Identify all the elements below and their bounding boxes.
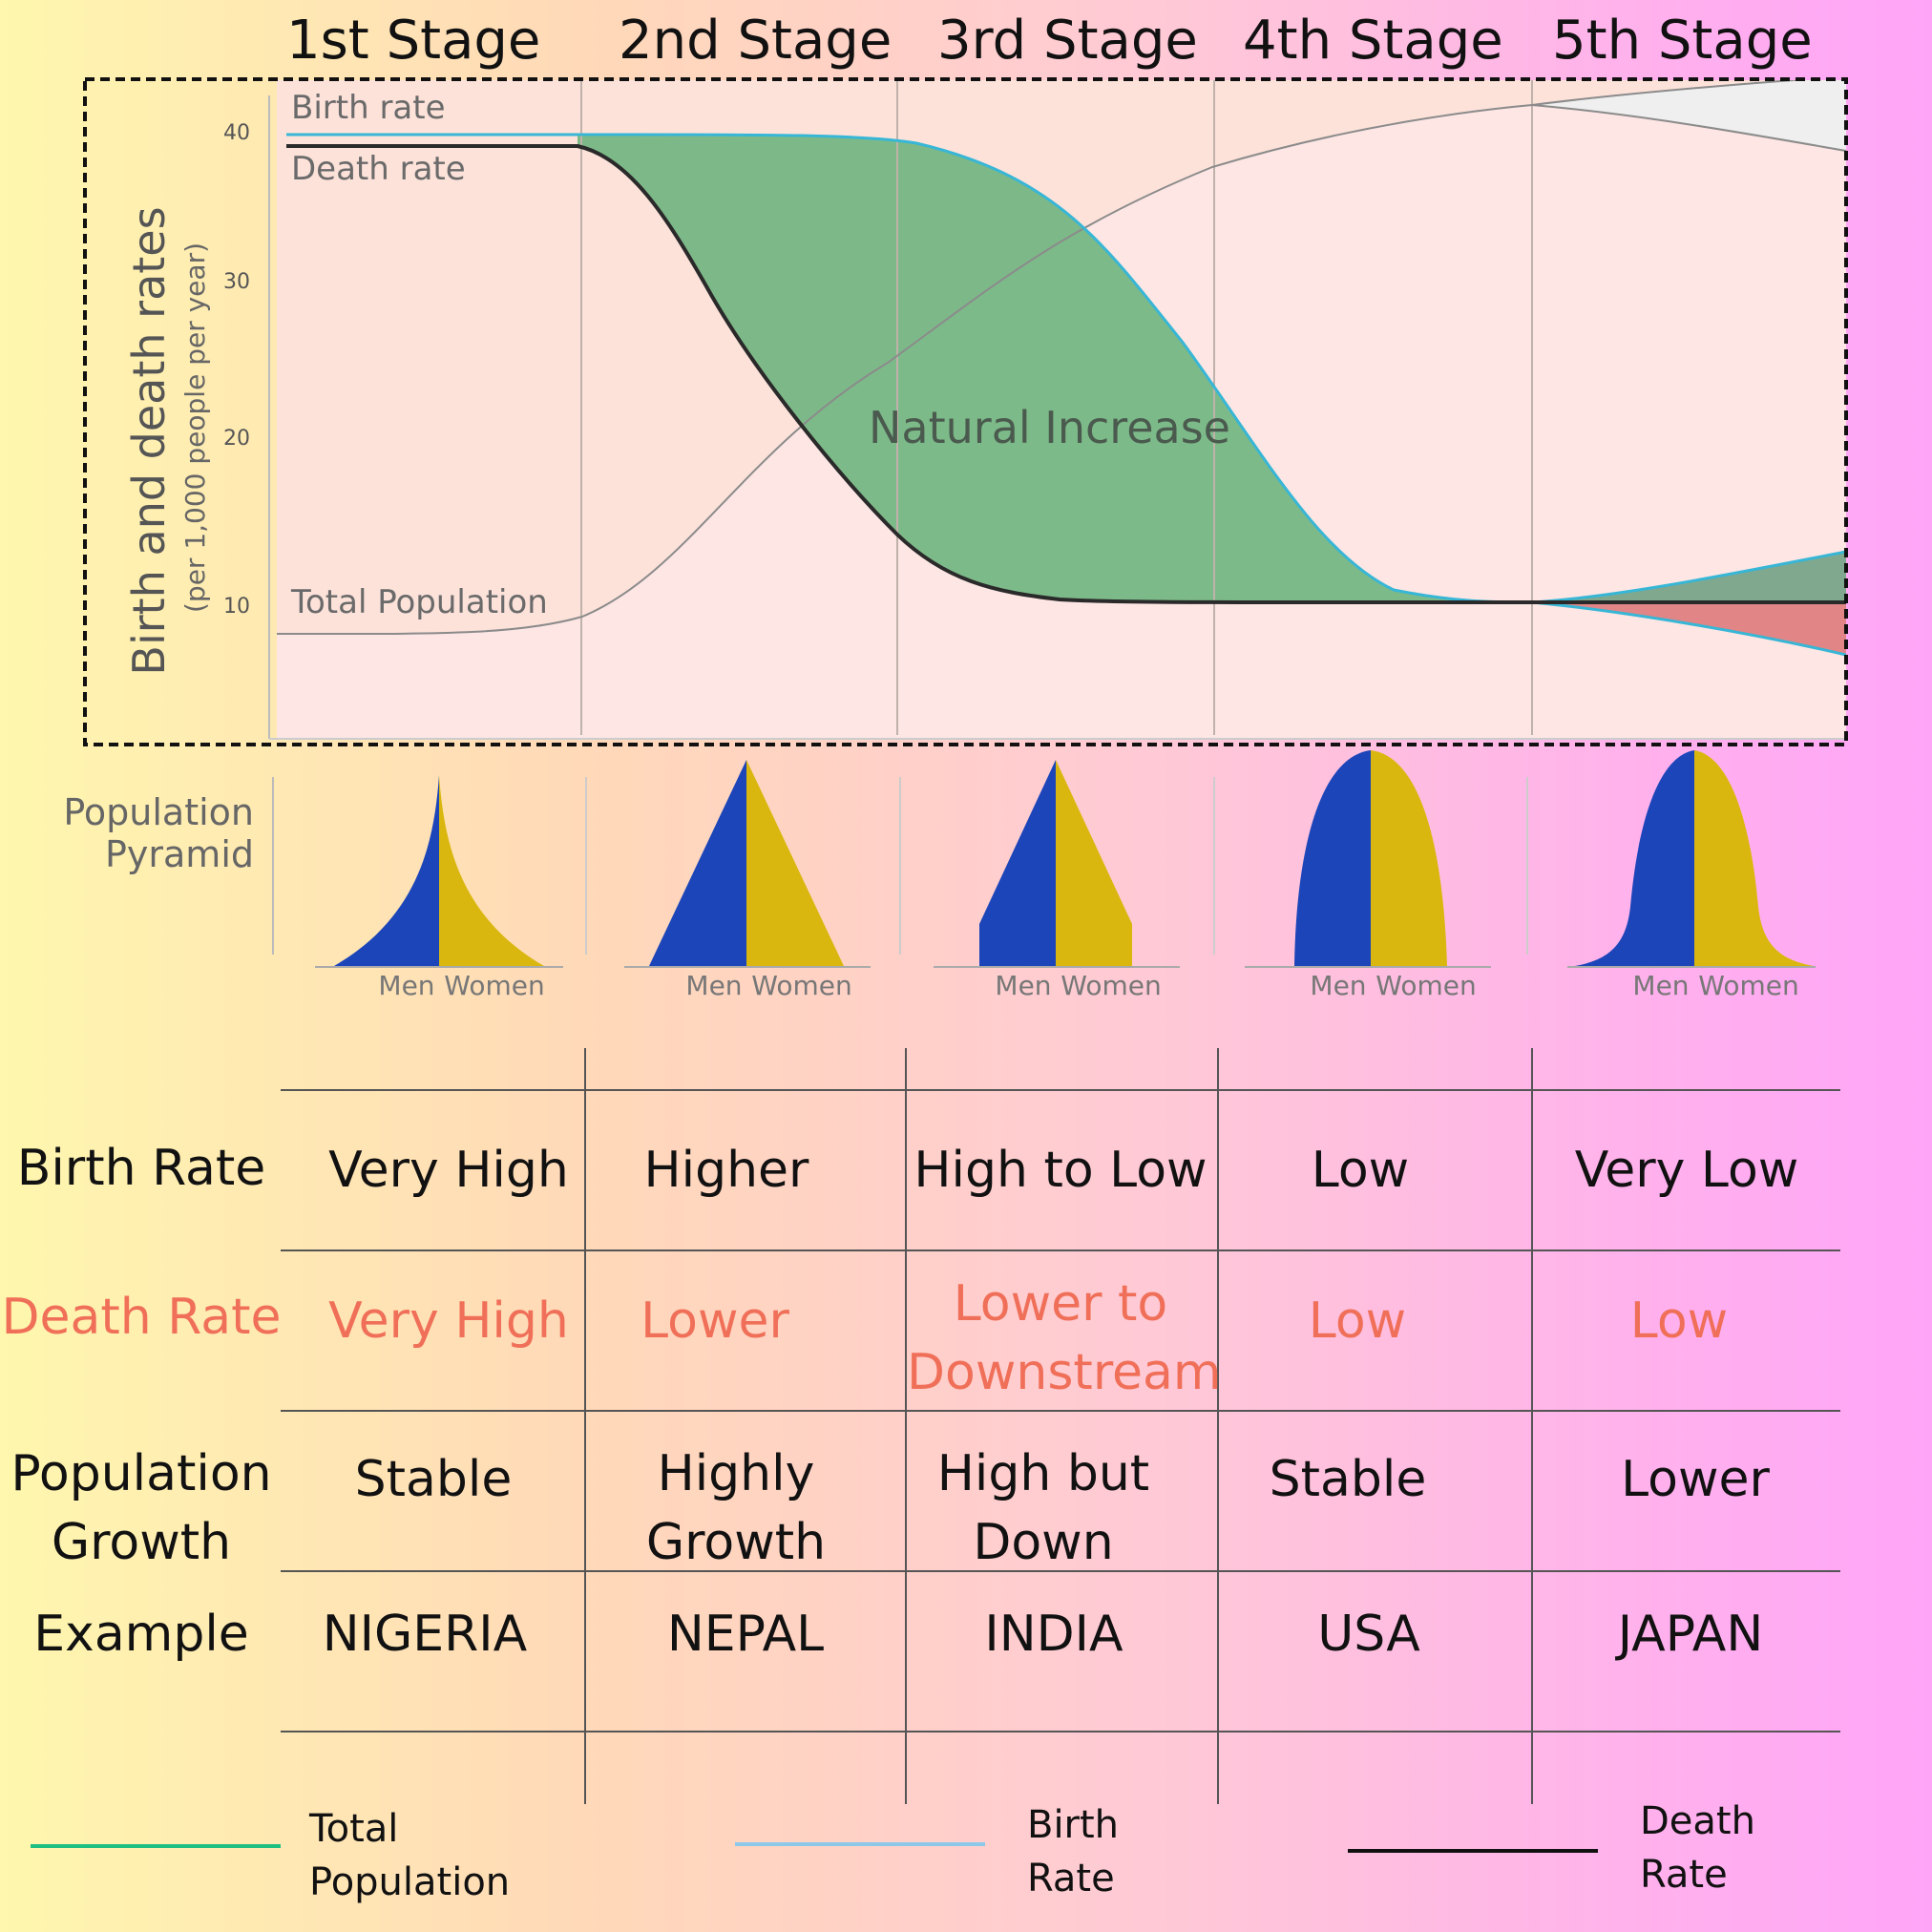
pyramid-stage-5 (1567, 750, 1816, 968)
growth-stage-3: High but Down (936, 1445, 1150, 1571)
pyramid-1-women (439, 775, 544, 966)
birth-rate-stage-1: Very High (328, 1142, 569, 1199)
birth-rate-stage-3: High to Low (914, 1142, 1208, 1199)
growth-stage-4: Stable (1269, 1451, 1427, 1508)
death-rate-stage-1: Very High (328, 1292, 569, 1350)
stage5-decline-wedge (1532, 602, 1846, 655)
row-label-growth-line1: Population (10, 1445, 272, 1502)
birth-rate-stage-4: Low (1311, 1142, 1410, 1199)
pyramid-5-men-label: Men (1632, 970, 1689, 1001)
birth-rate-stage-5: Very Low (1574, 1142, 1799, 1199)
pyramid-3-women-label: Women (1060, 970, 1161, 1001)
table-col-divider-3 (1217, 1048, 1219, 1804)
example-stage-3: INDIA (984, 1606, 1124, 1663)
legend-total-population-swatch (31, 1844, 281, 1848)
pyramid-4-women (1371, 750, 1447, 966)
pyramid-3-women (1056, 760, 1132, 966)
legend-birth-rate-label: Birth Rate (1027, 1803, 1120, 1900)
growth-stage-5: Lower (1621, 1451, 1770, 1508)
stage5-growth-wedge (1532, 552, 1846, 602)
death-rate-label: Death rate (291, 150, 466, 188)
growth-stage-2: Highly Growth (645, 1445, 827, 1571)
stage5-top-region (1532, 80, 1846, 151)
y-axis-label: Birth and death rates (123, 206, 175, 675)
total-population-label: Total Population (290, 583, 548, 621)
pyramid-1-women-label: Women (444, 970, 544, 1001)
example-stage-5: JAPAN (1617, 1606, 1764, 1663)
example-stage-4: USA (1317, 1606, 1420, 1663)
table-rule-top (281, 1089, 1840, 1091)
pyramid-1-men-label: Men (378, 970, 434, 1001)
death-rate-stage-4: Low (1308, 1292, 1407, 1350)
pyramid-stage-2 (624, 760, 871, 968)
stage-5-title: 5th Stage (1552, 10, 1813, 72)
pyramid-label-line1: Population (63, 791, 254, 833)
example-stage-2: NEPAL (666, 1606, 825, 1663)
pyramid-3-men-label: Men (995, 970, 1051, 1001)
table-rule-4 (281, 1570, 1840, 1572)
row-label-death-rate: Death Rate (1, 1289, 282, 1346)
table-rule-bottom (281, 1731, 1840, 1732)
pyramid-5-women-label: Women (1698, 970, 1798, 1001)
y-tick-30: 30 (223, 270, 250, 294)
pyramid-stage-4 (1245, 750, 1491, 968)
chart-dashed-frame (83, 77, 1848, 746)
pyramid-label-line2: Pyramid (105, 833, 254, 875)
stage-4-title: 4th Stage (1243, 10, 1503, 72)
death-rate-stage-5: Low (1629, 1292, 1729, 1350)
death-rate-stage-3: Lower to Downstream (907, 1275, 1222, 1401)
birth-rate-line (286, 133, 1846, 604)
natural-increase-area (578, 134, 1532, 602)
row-label-example: Example (33, 1606, 249, 1663)
pyramid-stage-3 (934, 760, 1180, 968)
stage5-birth-decline-line (1531, 600, 1846, 657)
table-col-divider-4 (1531, 1048, 1533, 1804)
growth-stage-1: Stable (354, 1451, 513, 1508)
pyramid-2-women (746, 760, 844, 966)
table-rule-2 (281, 1250, 1840, 1251)
table-col-divider-2 (905, 1048, 907, 1804)
pyramid-1-men (334, 775, 439, 966)
pyramid-stage-1 (315, 775, 563, 968)
demographic-transition-diagram: 40 30 20 10 Birth and death rates (per 1… (63, 77, 1848, 1001)
pyramid-4-men-label: Men (1310, 970, 1366, 1001)
pyramid-5-men (1575, 750, 1694, 966)
death-rate-line (286, 144, 1846, 605)
y-tick-20: 20 (223, 427, 250, 451)
legend-total-population-label: Total Population (309, 1807, 511, 1904)
total-population-line (276, 103, 1846, 636)
birth-rate-label: Birth rate (291, 89, 446, 127)
legend-death-rate-swatch (1348, 1849, 1598, 1853)
birth-rate-stage-2: Higher (643, 1142, 809, 1199)
table-rule-3 (281, 1410, 1840, 1412)
pyramid-3-men (979, 760, 1056, 966)
death-rate-stage-2: Lower (640, 1292, 789, 1350)
example-stage-1: NIGERIA (322, 1606, 528, 1663)
pyramid-2-men (649, 760, 746, 966)
legend-death-rate-label: Death Rate (1640, 1799, 1755, 1897)
row-label-growth-line2: Growth (51, 1514, 232, 1571)
legend-birth-rate-swatch (735, 1842, 985, 1846)
stage-2-title: 2nd Stage (619, 10, 892, 72)
natural-increase-label: Natural Increase (869, 402, 1230, 453)
row-label-birth-rate: Birth Rate (16, 1140, 266, 1197)
pyramid-4-women-label: Women (1376, 970, 1476, 1001)
y-tick-40: 40 (223, 121, 250, 145)
y-tick-10: 10 (223, 595, 250, 619)
y-axis-sublabel: (per 1,000 people per year) (179, 242, 211, 613)
pyramid-4-men (1294, 750, 1371, 966)
stage-1-title: 1st Stage (286, 10, 541, 72)
pyramid-2-men-label: Men (685, 970, 742, 1001)
pyramid-5-women (1694, 750, 1814, 966)
table-col-divider-1 (584, 1048, 586, 1804)
stage-3-title: 3rd Stage (937, 10, 1198, 72)
pyramid-2-women-label: Women (751, 970, 851, 1001)
stage5-upper-line (1531, 80, 1807, 106)
